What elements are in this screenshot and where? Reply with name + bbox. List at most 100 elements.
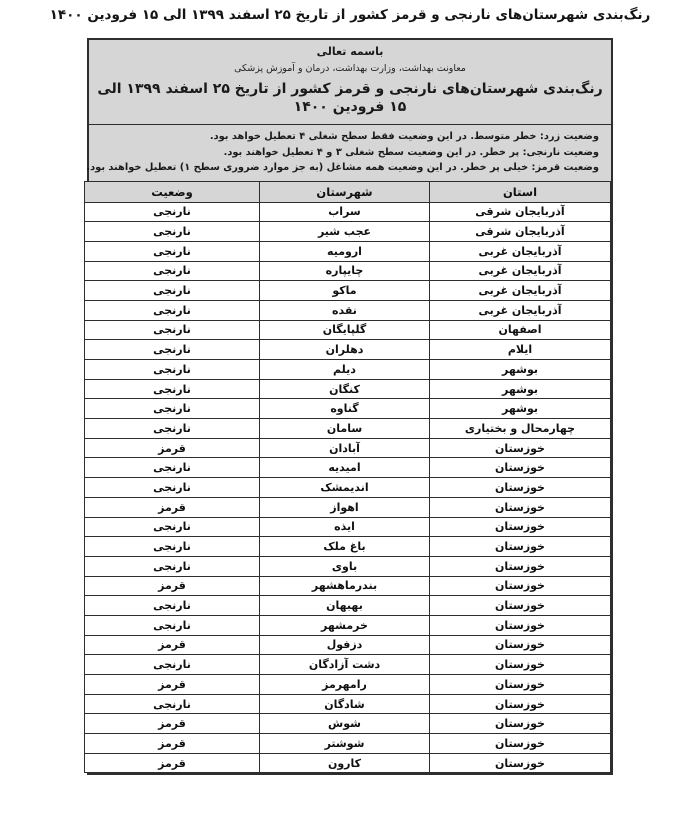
note-yellow-status: وضعیت زرد: خطر متوسط. در این وضعیت فقط س… [209, 131, 599, 142]
table-row: خوزستان امیدیه نارنجی [84, 457, 611, 479]
county-cell: آبادان [259, 437, 430, 459]
status-cell: قرمز [84, 752, 260, 774]
table-row: خوزستان خرمشهر نارنجی [84, 614, 611, 636]
status-cell: نارنجی [84, 477, 260, 498]
province-cell: آذربایجان غربی [429, 240, 611, 262]
table-row: خوزستان شادگان نارنجی [84, 693, 611, 715]
county-cell: عجب شیر [259, 221, 430, 242]
county-cell: چایپاره [259, 260, 430, 282]
table-row: خوزستان کارون قرمز [84, 752, 611, 774]
table-row: خوزستان رامهرمز قرمز [84, 674, 611, 695]
province-cell: خوزستان [429, 733, 611, 754]
province-cell: خوزستان [429, 477, 611, 498]
status-cell: نارنجی [84, 280, 260, 301]
county-column-header: شهرستان [259, 180, 430, 203]
status-cell: نارنجی [84, 260, 260, 282]
province-cell: خوزستان [429, 555, 611, 577]
table-row: اصفهان گلپایگان نارنجی [84, 319, 611, 341]
note-red-status: وضعیت قرمز: خیلی پر خطر. در این وضعیت هم… [86, 162, 599, 173]
county-cell: دیلم [259, 359, 430, 380]
county-cell: شوشتر [259, 733, 430, 754]
status-cell: نارنجی [84, 418, 260, 439]
status-cell: نارنجی [84, 693, 260, 715]
status-cell: نارنجی [84, 536, 260, 557]
province-cell: اصفهان [429, 319, 611, 341]
province-column-header: استان [429, 180, 611, 203]
status-cell: نارنجی [84, 555, 260, 577]
table-row: آذربایجان شرقی سراب نارنجی [84, 201, 611, 223]
county-cell: شادگان [259, 693, 430, 715]
status-cell: نارنجی [84, 201, 260, 223]
county-cell: بندرماهشهر [259, 575, 430, 597]
page-title: رنگ‌بندی شهرستان‌های نارنجی و قرمز کشور … [49, 7, 651, 23]
status-cell: قرمز [84, 733, 260, 754]
county-cell: اهواز [259, 496, 430, 518]
county-cell: شوش [259, 713, 430, 735]
table-row: خوزستان بهبهان نارنجی [84, 595, 611, 616]
county-cell: دشت آزادگان [259, 654, 430, 675]
table-row: آذربایجان غربی ارومیه نارنجی [84, 240, 611, 262]
province-cell: آذربایجان غربی [429, 280, 611, 301]
province-cell: خوزستان [429, 654, 611, 675]
county-cell: ارومیه [259, 240, 430, 262]
table-row: بوشهر گناوه نارنجی [84, 398, 611, 420]
province-cell: خوزستان [429, 693, 611, 715]
province-cell: آذربایجان شرقی [429, 201, 611, 223]
color-coding-table: استان شهرستان وضعیت آذربایجان شرقی سراب نا… [84, 180, 611, 774]
department-line: معاونت بهداشت، وزارت بهداشت، درمان و آمو… [234, 63, 466, 74]
status-cell: نارنجی [84, 339, 260, 360]
table-row: خوزستان بندرماهشهر قرمز [84, 575, 611, 597]
status-cell: نارنجی [84, 221, 260, 242]
province-cell: بوشهر [429, 359, 611, 380]
county-cell: ایذه [259, 516, 430, 538]
province-cell: خوزستان [429, 457, 611, 479]
status-cell: نارنجی [84, 359, 260, 380]
status-cell: قرمز [84, 634, 260, 656]
province-cell: خوزستان [429, 536, 611, 557]
status-cell: نارنجی [84, 398, 260, 420]
table-row: خوزستان باوی نارنجی [84, 555, 611, 577]
province-cell: خوزستان [429, 437, 611, 459]
table-row: خوزستان اندیمشک نارنجی [84, 477, 611, 498]
table-body: آذربایجان شرقی سراب نارنجی آذربایجان شرقی عج… [84, 201, 611, 774]
county-cell: نقده [259, 299, 430, 321]
province-cell: خوزستان [429, 575, 611, 597]
county-cell: امیدیه [259, 457, 430, 479]
county-cell: خرمشهر [259, 614, 430, 636]
province-cell: آذربایجان غربی [429, 299, 611, 321]
status-cell: نارنجی [84, 457, 260, 479]
status-cell: قرمز [84, 437, 260, 459]
province-cell: خوزستان [429, 496, 611, 518]
document-box: باسمه تعالی معاونت بهداشت، وزارت بهداشت،… [84, 38, 613, 776]
table-row: خوزستان دزفول قرمز [84, 634, 611, 656]
county-cell: باوی [259, 555, 430, 577]
province-cell: خوزستان [429, 634, 611, 656]
status-cell: قرمز [84, 575, 260, 597]
table-row: ایلام دهلران نارنجی [84, 339, 611, 360]
status-cell: قرمز [84, 713, 260, 735]
note-orange-status: وضعیت نارنجی: پر خطر. در این وضعیت سطح ش… [223, 146, 599, 158]
table-row: خوزستان اهواز قرمز [84, 496, 611, 518]
status-cell: نارنجی [84, 654, 260, 675]
county-cell: سامان [259, 418, 430, 439]
table-row: آذربایجان غربی چایپاره نارنجی [84, 260, 611, 282]
besmele-line: باسمه تعالی [316, 45, 384, 58]
province-cell: خوزستان [429, 752, 611, 774]
county-cell: بهبهان [259, 595, 430, 616]
document-heading: رنگ‌بندی شهرستان‌های نارنجی و قرمز کشور … [97, 81, 603, 115]
county-cell: کنگان [259, 378, 430, 400]
county-cell: ماکو [259, 280, 430, 301]
province-cell: چهارمحال و بختیاری [429, 418, 611, 439]
status-column-header: وضعیت [84, 180, 260, 203]
county-cell: دزفول [259, 634, 430, 656]
county-cell: گناوه [259, 398, 430, 420]
status-cell: نارنجی [84, 240, 260, 262]
table-row: خوزستان باغ ملک نارنجی [84, 536, 611, 557]
table-row: آذربایجان غربی ماکو نارنجی [84, 280, 611, 301]
table-row: چهارمحال و بختیاری سامان نارنجی [84, 418, 611, 439]
status-cell: نارنجی [84, 378, 260, 400]
table-row: آذربایجان غربی نقده نارنجی [84, 299, 611, 321]
province-cell: خوزستان [429, 614, 611, 636]
province-cell: خوزستان [429, 516, 611, 538]
status-cell: نارنجی [84, 614, 260, 636]
